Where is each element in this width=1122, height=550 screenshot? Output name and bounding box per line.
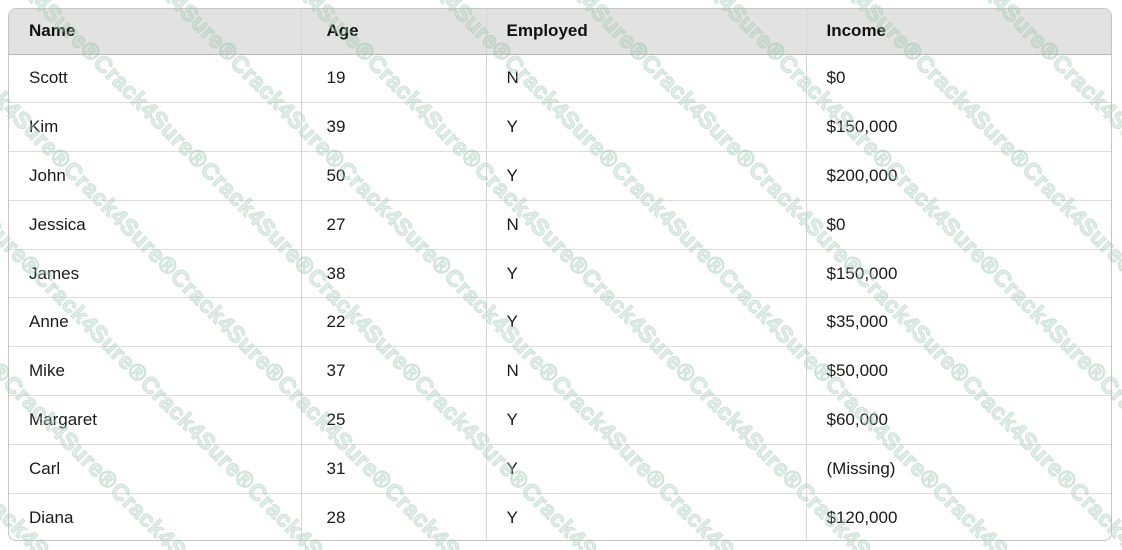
column-header-employed: Employed — [485, 9, 806, 55]
cell-name: Kim — [9, 102, 301, 153]
cell-income: $35,000 — [805, 297, 1111, 348]
table-body: Scott 19 N $0 Kim 39 Y $150,000 John 50 Y $200,000 J… — [9, 54, 1111, 540]
cell-name: John — [9, 151, 301, 201]
column-header-income: Income — [805, 9, 1111, 55]
cell-age: 19 — [300, 54, 486, 104]
cell-income: $60,000 — [805, 395, 1111, 445]
people-table: Name Age Employed Income Scott 19 N $0 Kim 39 Y $1… — [9, 9, 1111, 540]
cell-income: $120,000 — [805, 493, 1111, 540]
cell-employed: Y — [485, 493, 806, 540]
data-table-card: Name Age Employed Income Scott 19 N $0 Kim 39 Y $1… — [8, 8, 1112, 541]
cell-employed: Y — [485, 151, 806, 201]
table-row: Kim 39 Y $150,000 — [9, 102, 1111, 153]
cell-employed: Y — [485, 395, 806, 445]
cell-age: 37 — [300, 346, 486, 397]
cell-age: 50 — [300, 151, 486, 201]
cell-age: 38 — [300, 249, 486, 299]
cell-name: Jessica — [9, 200, 301, 250]
cell-employed: N — [485, 200, 806, 250]
cell-name: Scott — [9, 54, 301, 104]
cell-income: $150,000 — [805, 249, 1111, 299]
table-row: Margaret 25 Y $60,000 — [9, 395, 1111, 445]
cell-employed: N — [485, 54, 806, 104]
cell-name: James — [9, 249, 301, 299]
cell-employed: N — [485, 346, 806, 397]
cell-name: Mike — [9, 346, 301, 397]
table-row: James 38 Y $150,000 — [9, 249, 1111, 299]
table-row: Anne 22 Y $35,000 — [9, 297, 1111, 348]
cell-income: $50,000 — [805, 346, 1111, 397]
cell-age: 22 — [300, 297, 486, 348]
column-header-age: Age — [300, 9, 486, 55]
cell-name: Carl — [9, 444, 301, 494]
cell-income: $150,000 — [805, 102, 1111, 153]
cell-income: $200,000 — [805, 151, 1111, 201]
cell-employed: Y — [485, 444, 806, 494]
table-row: Scott 19 N $0 — [9, 54, 1111, 104]
cell-income: (Missing) — [805, 444, 1111, 494]
table-row: Jessica 27 N $0 — [9, 200, 1111, 250]
cell-name: Diana — [29, 507, 74, 527]
cell-employed: Y — [485, 102, 806, 153]
cell-age: 25 — [300, 395, 486, 445]
cell-name: Margaret — [9, 395, 301, 445]
table-row: Mike 37 N $50,000 — [9, 346, 1111, 397]
cell-age: 27 — [300, 200, 486, 250]
cell-name: Anne — [9, 297, 301, 348]
cell-age: 39 — [300, 102, 486, 153]
cell-income: $0 — [805, 54, 1111, 104]
cell-employed: Y — [485, 297, 806, 348]
cell-employed: Y — [485, 249, 806, 299]
cell-income: $0 — [805, 200, 1111, 250]
cell-age: 28 — [300, 493, 486, 540]
table-row: Carl 31 Y (Missing) — [9, 444, 1111, 494]
table-header: Name Age Employed Income — [9, 9, 1111, 55]
column-header-name: Name — [9, 9, 301, 55]
table-row: Diana 28 Y $120,000 — [9, 493, 1111, 540]
table-row: John 50 Y $200,000 — [9, 151, 1111, 201]
header-row: Name Age Employed Income — [9, 9, 1111, 55]
cell-age: 31 — [300, 444, 486, 494]
